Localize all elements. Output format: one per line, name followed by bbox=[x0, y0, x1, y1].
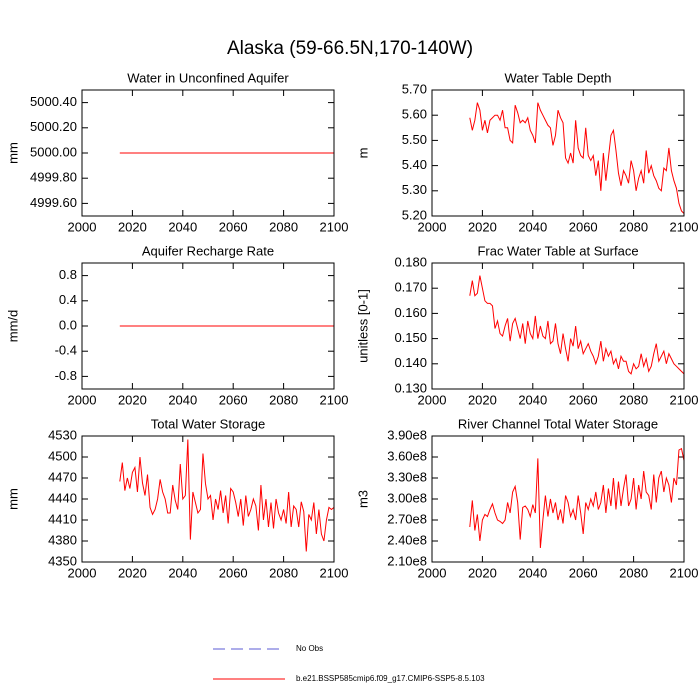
x-tick-label: 2080 bbox=[619, 565, 648, 580]
plot-frame bbox=[81, 262, 335, 390]
x-tick-label: 2100 bbox=[320, 219, 349, 234]
data-line bbox=[469, 447, 685, 549]
data-line bbox=[469, 275, 685, 375]
x-tick-label: 2100 bbox=[320, 565, 349, 580]
y-axis-label: mm bbox=[5, 142, 20, 164]
plot-frame bbox=[431, 89, 685, 217]
y-tick-label: 4999.60 bbox=[30, 195, 77, 210]
x-tick-label: 2040 bbox=[168, 392, 197, 407]
x-tick-label: 2020 bbox=[118, 565, 147, 580]
y-tick-label: 5000.20 bbox=[30, 119, 77, 134]
y-tick-label: 0.160 bbox=[394, 305, 427, 320]
x-tick-label: 2040 bbox=[168, 565, 197, 580]
x-tick-label: 2020 bbox=[468, 219, 497, 234]
y-axis-label: m bbox=[355, 148, 370, 159]
panel-title: Total Water Storage bbox=[151, 416, 265, 431]
panel-title: River Channel Total Water Storage bbox=[458, 416, 658, 431]
panel-title: Water Table Depth bbox=[505, 70, 612, 85]
x-tick-label: 2100 bbox=[320, 392, 349, 407]
y-tick-label: 4380 bbox=[48, 532, 77, 547]
plot-frame bbox=[431, 262, 685, 390]
legend-label: No Obs bbox=[296, 644, 323, 653]
panel-title: Aquifer Recharge Rate bbox=[142, 243, 274, 258]
plot-frame bbox=[81, 89, 335, 217]
y-tick-label: 3.90e8 bbox=[387, 427, 427, 442]
panel-title: Water in Unconfined Aquifer bbox=[127, 70, 289, 85]
plot-frame bbox=[81, 435, 335, 563]
x-tick-label: 2060 bbox=[219, 565, 248, 580]
y-tick-label: 4470 bbox=[48, 469, 77, 484]
x-tick-label: 2000 bbox=[418, 219, 447, 234]
plot-frame bbox=[431, 435, 685, 563]
y-tick-label: -0.4 bbox=[55, 343, 77, 358]
x-tick-label: 2060 bbox=[569, 219, 598, 234]
y-axis-label: unitless [0-1] bbox=[355, 289, 370, 363]
x-tick-label: 2080 bbox=[269, 392, 298, 407]
y-tick-label: 2.10e8 bbox=[387, 553, 427, 568]
y-tick-label: 0.170 bbox=[394, 280, 427, 295]
y-tick-label: 4500 bbox=[48, 448, 77, 463]
y-tick-label: 5.70 bbox=[402, 81, 427, 96]
x-tick-label: 2000 bbox=[68, 392, 97, 407]
x-tick-label: 2000 bbox=[68, 219, 97, 234]
x-tick-label: 2040 bbox=[518, 392, 547, 407]
x-tick-label: 2060 bbox=[569, 392, 598, 407]
x-tick-label: 2000 bbox=[68, 565, 97, 580]
y-tick-label: 2.70e8 bbox=[387, 511, 427, 526]
y-tick-label: 4440 bbox=[48, 490, 77, 505]
x-tick-label: 2080 bbox=[269, 219, 298, 234]
x-tick-label: 2020 bbox=[118, 219, 147, 234]
y-tick-label: 5.50 bbox=[402, 132, 427, 147]
x-tick-label: 2000 bbox=[418, 392, 447, 407]
y-tick-label: 2.40e8 bbox=[387, 532, 427, 547]
y-tick-label: 4530 bbox=[48, 427, 77, 442]
y-tick-label: 4350 bbox=[48, 553, 77, 568]
y-axis-label: mm/d bbox=[5, 310, 20, 343]
x-tick-label: 2100 bbox=[670, 219, 699, 234]
x-tick-label: 2080 bbox=[619, 219, 648, 234]
y-tick-label: -0.8 bbox=[55, 368, 77, 383]
y-tick-label: 5000.40 bbox=[30, 94, 77, 109]
y-tick-label: 4999.80 bbox=[30, 170, 77, 185]
y-tick-label: 3.60e8 bbox=[387, 448, 427, 463]
x-tick-label: 2020 bbox=[468, 565, 497, 580]
y-tick-label: 0.150 bbox=[394, 330, 427, 345]
y-axis-label: m3 bbox=[355, 490, 370, 508]
y-tick-label: 0.130 bbox=[394, 380, 427, 395]
x-tick-label: 2020 bbox=[118, 392, 147, 407]
y-tick-label: 3.00e8 bbox=[387, 490, 427, 505]
x-tick-label: 2060 bbox=[219, 219, 248, 234]
y-tick-label: 5.20 bbox=[402, 207, 427, 222]
x-tick-label: 2000 bbox=[418, 565, 447, 580]
y-tick-label: 0.0 bbox=[59, 317, 77, 332]
y-tick-label: 5000.00 bbox=[30, 144, 77, 159]
y-tick-label: 0.8 bbox=[59, 267, 77, 282]
x-tick-label: 2040 bbox=[518, 565, 547, 580]
y-tick-label: 0.4 bbox=[59, 292, 77, 307]
y-tick-label: 5.60 bbox=[402, 107, 427, 122]
legend-label: b.e21.BSSP585cmip6.f09_g17.CMIP6-SSP5-8.… bbox=[296, 674, 485, 683]
panel-title: Frac Water Table at Surface bbox=[477, 243, 638, 258]
x-tick-label: 2040 bbox=[518, 219, 547, 234]
y-tick-label: 4410 bbox=[48, 511, 77, 526]
data-line bbox=[469, 102, 685, 214]
data-line bbox=[119, 439, 335, 552]
figure-title: Alaska (59-66.5N,170-140W) bbox=[227, 38, 473, 59]
x-tick-label: 2060 bbox=[219, 392, 248, 407]
y-tick-label: 0.140 bbox=[394, 355, 427, 370]
x-tick-label: 2100 bbox=[670, 392, 699, 407]
y-axis-label: mm bbox=[5, 488, 20, 510]
y-tick-label: 3.30e8 bbox=[387, 469, 427, 484]
x-tick-label: 2080 bbox=[269, 565, 298, 580]
y-tick-label: 0.180 bbox=[394, 254, 427, 269]
x-tick-label: 2040 bbox=[168, 219, 197, 234]
x-tick-label: 2100 bbox=[670, 565, 699, 580]
y-tick-label: 5.30 bbox=[402, 182, 427, 197]
x-tick-label: 2080 bbox=[619, 392, 648, 407]
y-tick-label: 5.40 bbox=[402, 157, 427, 172]
x-tick-label: 2060 bbox=[569, 565, 598, 580]
x-tick-label: 2020 bbox=[468, 392, 497, 407]
